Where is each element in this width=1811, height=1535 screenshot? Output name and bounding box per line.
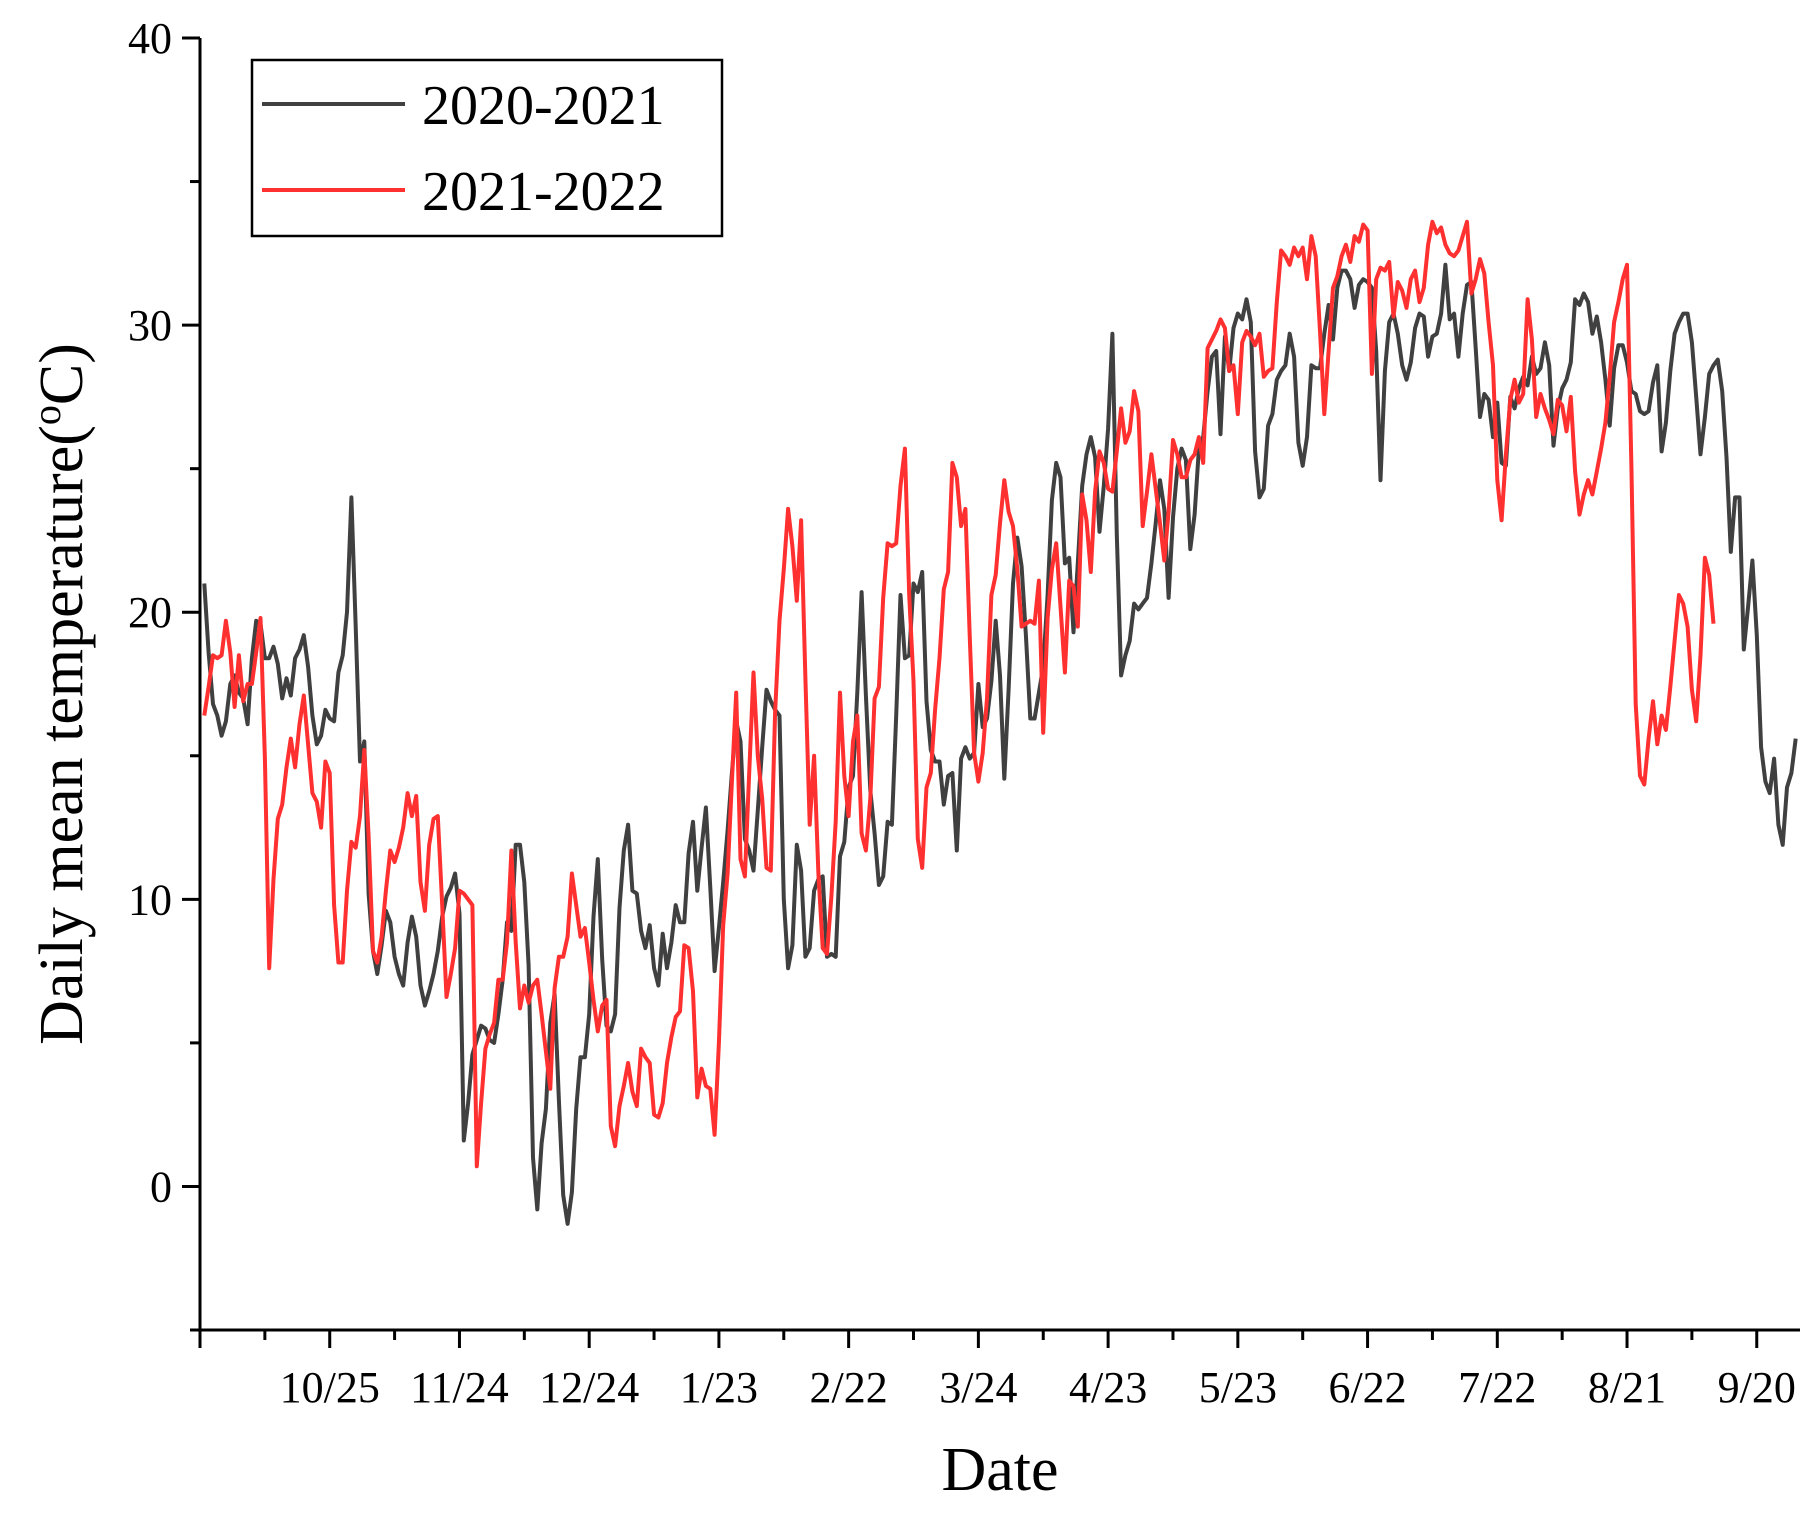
y-tick-label: 30 bbox=[128, 301, 172, 350]
legend: 2020-2021 2021-2022 bbox=[250, 58, 724, 238]
y-tick-label: 0 bbox=[150, 1162, 172, 1211]
x-tick-label: 7/22 bbox=[1458, 1363, 1536, 1412]
x-tick-label: 1/23 bbox=[680, 1363, 758, 1412]
x-tick-label: 12/24 bbox=[539, 1363, 639, 1412]
y-tick-label: 40 bbox=[128, 14, 172, 63]
x-tick-label: 10/25 bbox=[280, 1363, 380, 1412]
x-tick-label: 9/20 bbox=[1718, 1363, 1796, 1412]
x-tick-label: 8/21 bbox=[1588, 1363, 1666, 1412]
x-tick-label: 11/24 bbox=[410, 1363, 509, 1412]
degree-superscript: o bbox=[24, 405, 69, 425]
x-axis-title: Date bbox=[941, 1436, 1058, 1504]
legend-label-2021-2022: 2021-2022 bbox=[422, 161, 665, 223]
x-tick-label: 3/24 bbox=[939, 1363, 1017, 1412]
x-tick-label: 4/23 bbox=[1069, 1363, 1147, 1412]
y-tick-label: 10 bbox=[128, 875, 172, 924]
y-axis-title: Daily mean temperature(oC) bbox=[24, 343, 97, 1045]
y-tick-label: 20 bbox=[128, 588, 172, 637]
legend-box bbox=[250, 58, 724, 238]
series-line-2020-2021 bbox=[202, 262, 1798, 1226]
y-title-text: Daily mean temperature( bbox=[28, 425, 96, 1045]
series-line-2021-2022 bbox=[202, 219, 1716, 1169]
x-tick-label: 6/22 bbox=[1328, 1363, 1406, 1412]
series-layer bbox=[202, 219, 1798, 1226]
x-tick-label: 2/22 bbox=[810, 1363, 888, 1412]
axes-layer: 0 10 20 30 40 10/25 11/24 12/24 1/23 2/22 3/24 4/23… bbox=[128, 14, 1800, 1412]
legend-label-2020-2021: 2020-2021 bbox=[422, 75, 665, 137]
y-title-unit: C) bbox=[28, 343, 96, 405]
x-tick-label: 5/23 bbox=[1199, 1363, 1277, 1412]
